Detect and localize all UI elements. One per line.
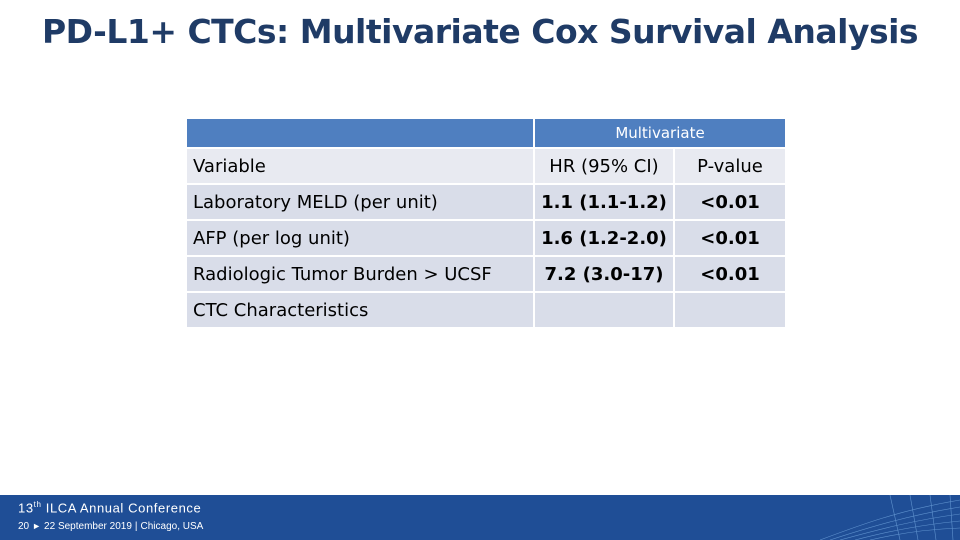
slide-title: PD-L1+ CTCs: Multivariate Cox Survival A…	[41, 12, 919, 51]
table-row: CTC Characteristics	[187, 293, 785, 327]
arrow-icon: ►	[32, 521, 42, 531]
variable-cell: Laboratory MELD (per unit)	[187, 185, 533, 219]
pvalue-cell: <0.01	[675, 185, 785, 219]
column-header-pvalue: P-value	[675, 149, 785, 183]
table-group-header-row: Multivariate	[187, 119, 785, 147]
multivariate-header: Multivariate	[535, 119, 785, 147]
column-header-variable: Variable	[187, 149, 533, 183]
table-row: AFP (per log unit) 1.6 (1.2-2.0) <0.01	[187, 221, 785, 255]
column-header-hr: HR (95% CI)	[535, 149, 673, 183]
hr-cell: 1.6 (1.2-2.0)	[535, 221, 673, 255]
pvalue-cell: <0.01	[675, 257, 785, 291]
conference-details: 20 ► 22 September 2019 | Chicago, USA	[18, 521, 203, 532]
footer-bar: 13th ILCA Annual Conference 20 ► 22 Septem…	[0, 495, 960, 540]
pvalue-cell: <0.01	[675, 221, 785, 255]
conference-ordinal: 13	[18, 500, 34, 516]
conference-ordinal-suffix: th	[33, 500, 42, 509]
conference-location: Chicago, USA	[140, 521, 204, 532]
pvalue-cell	[675, 293, 785, 327]
variable-cell: CTC Characteristics	[187, 293, 533, 327]
header-empty-cell	[187, 119, 533, 147]
decorative-wave-icon	[819, 495, 960, 540]
column-header-row: Variable HR (95% CI) P-value	[187, 149, 785, 183]
page-number: 20	[18, 521, 30, 532]
survival-table: Multivariate Variable HR (95% CI) P-valu…	[185, 117, 787, 329]
conference-dates: 22 September 2019	[44, 521, 132, 532]
conference-title: ILCA Annual Conference	[45, 500, 202, 516]
table-row: Radiologic Tumor Burden > UCSF 7.2 (3.0-…	[187, 257, 785, 291]
divider: |	[134, 521, 138, 532]
conference-name: 13th ILCA Annual Conference	[18, 500, 201, 515]
variable-cell: AFP (per log unit)	[187, 221, 533, 255]
table-row: Laboratory MELD (per unit) 1.1 (1.1-1.2)…	[187, 185, 785, 219]
hr-cell: 7.2 (3.0-17)	[535, 257, 673, 291]
hr-cell: 1.1 (1.1-1.2)	[535, 185, 673, 219]
hr-cell	[535, 293, 673, 327]
variable-cell: Radiologic Tumor Burden > UCSF	[187, 257, 533, 291]
